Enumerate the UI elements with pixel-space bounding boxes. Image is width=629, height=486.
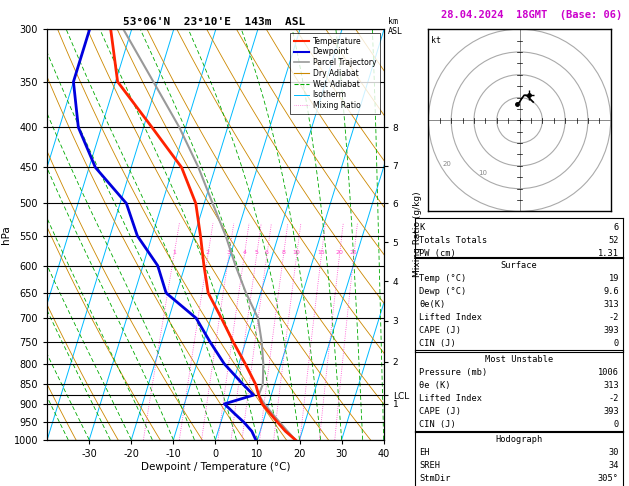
Text: 19: 19: [608, 274, 619, 283]
Text: CAPE (J): CAPE (J): [419, 407, 461, 416]
Text: 34: 34: [608, 461, 619, 470]
Text: θe (K): θe (K): [419, 381, 450, 390]
Text: Surface: Surface: [501, 261, 537, 270]
X-axis label: Dewpoint / Temperature (°C): Dewpoint / Temperature (°C): [141, 462, 290, 471]
Text: K: K: [419, 223, 424, 232]
Text: Dewp (°C): Dewp (°C): [419, 287, 466, 296]
Text: 8: 8: [282, 250, 286, 255]
Text: 4: 4: [242, 250, 247, 255]
Text: 1006: 1006: [598, 367, 619, 377]
Text: 52: 52: [608, 236, 619, 244]
Text: 2: 2: [206, 250, 210, 255]
Text: 15: 15: [318, 250, 325, 255]
Text: θe(K): θe(K): [419, 300, 445, 309]
Text: SREH: SREH: [419, 461, 440, 470]
Text: 0: 0: [614, 339, 619, 348]
Text: -2: -2: [608, 394, 619, 403]
Text: 393: 393: [603, 326, 619, 335]
Text: 5: 5: [255, 250, 259, 255]
Text: 28.04.2024  18GMT  (Base: 06): 28.04.2024 18GMT (Base: 06): [441, 10, 622, 20]
Text: 393: 393: [603, 407, 619, 416]
Text: Totals Totals: Totals Totals: [419, 236, 487, 244]
Text: 53°06'N  23°10'E  143m  ASL: 53°06'N 23°10'E 143m ASL: [123, 17, 305, 27]
Y-axis label: Mixing Ratio (g/kg): Mixing Ratio (g/kg): [413, 191, 422, 278]
Text: Lifted Index: Lifted Index: [419, 394, 482, 403]
Text: 1.31: 1.31: [598, 249, 619, 258]
Text: 9.6: 9.6: [603, 287, 619, 296]
Text: CIN (J): CIN (J): [419, 339, 455, 348]
Text: PW (cm): PW (cm): [419, 249, 455, 258]
Text: 10: 10: [293, 250, 301, 255]
Text: 25: 25: [350, 250, 358, 255]
Text: 3: 3: [227, 250, 231, 255]
Text: CIN (J): CIN (J): [419, 420, 455, 429]
Text: 305°: 305°: [598, 474, 619, 483]
Text: Hodograph: Hodograph: [495, 435, 543, 444]
Text: kt: kt: [431, 36, 441, 45]
Text: Lifted Index: Lifted Index: [419, 313, 482, 322]
Legend: Temperature, Dewpoint, Parcel Trajectory, Dry Adiabat, Wet Adiabat, Isotherm, Mi: Temperature, Dewpoint, Parcel Trajectory…: [291, 33, 380, 114]
Y-axis label: hPa: hPa: [1, 225, 11, 244]
Text: 0: 0: [614, 420, 619, 429]
Text: km
ASL: km ASL: [388, 17, 403, 36]
Text: Pressure (mb): Pressure (mb): [419, 367, 487, 377]
Text: 313: 313: [603, 300, 619, 309]
Text: 30: 30: [608, 448, 619, 457]
Text: 10: 10: [479, 170, 487, 176]
Text: Most Unstable: Most Unstable: [485, 355, 553, 364]
Text: 6: 6: [614, 223, 619, 232]
Text: 6: 6: [265, 250, 269, 255]
Text: CAPE (J): CAPE (J): [419, 326, 461, 335]
Text: Temp (°C): Temp (°C): [419, 274, 466, 283]
Text: 313: 313: [603, 381, 619, 390]
Text: 1: 1: [172, 250, 176, 255]
Text: StmDir: StmDir: [419, 474, 450, 483]
Text: 20: 20: [336, 250, 343, 255]
Text: -2: -2: [608, 313, 619, 322]
Text: 20: 20: [442, 161, 451, 167]
Text: EH: EH: [419, 448, 430, 457]
